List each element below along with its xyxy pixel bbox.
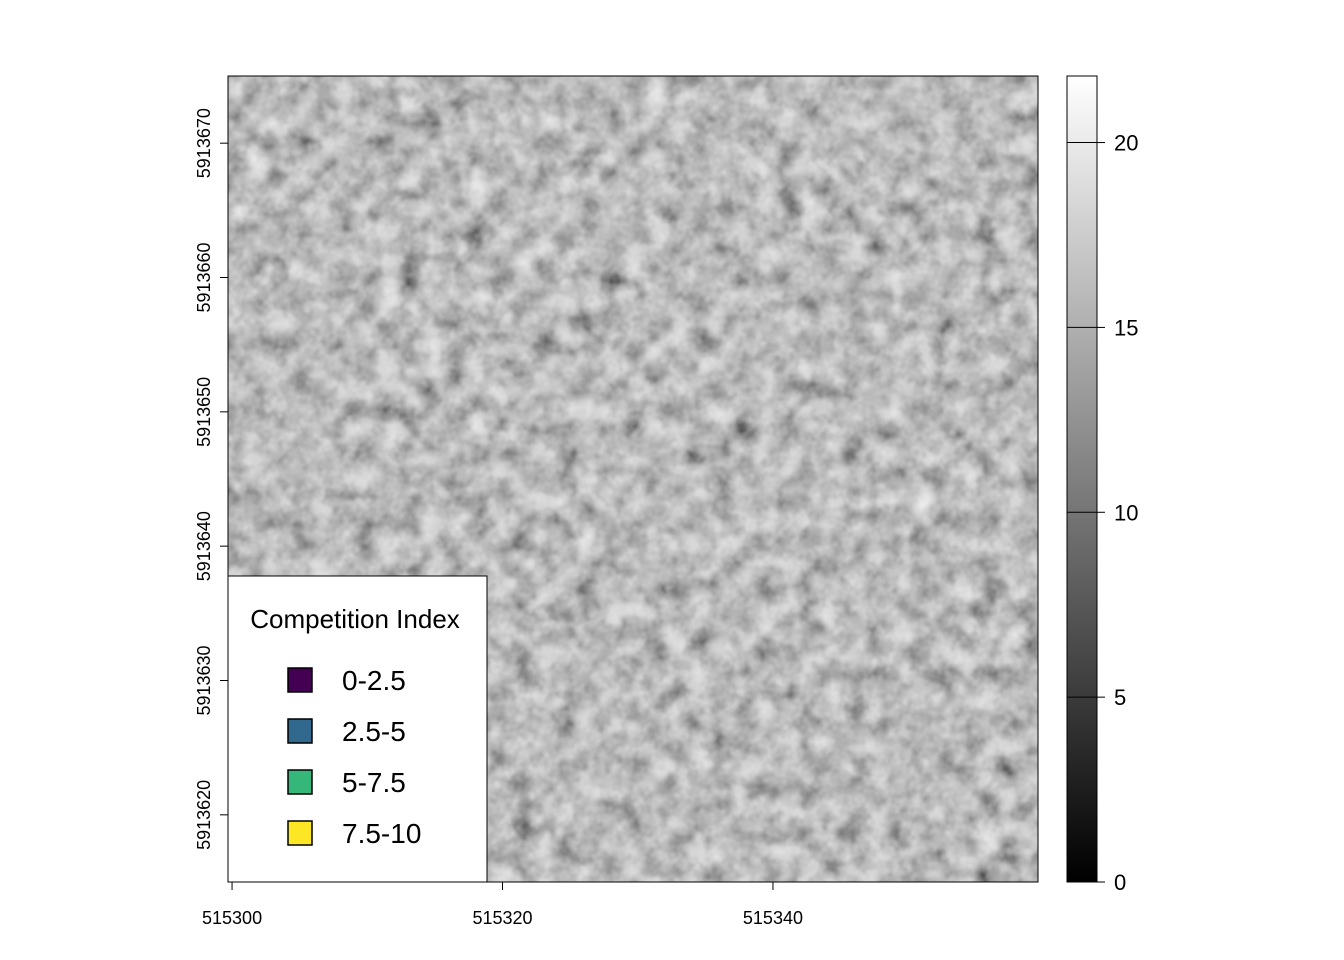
colorbar-tick-label: 0: [1114, 870, 1126, 895]
colorbar-ticks: 0 5 10 15 20: [1067, 131, 1138, 895]
y-tick-label: 5913620: [194, 780, 214, 850]
colorbar-tick-label: 20: [1114, 131, 1138, 156]
legend-label: 7.5-10: [342, 818, 421, 849]
colorbar-gradient: [1066, 75, 1098, 883]
plot-frame: [227, 75, 1039, 883]
legend-items: 0-2.5 2.5-5 5-7.5 7.5-10: [287, 665, 421, 849]
legend-swatch: [287, 820, 313, 846]
legend-label: 2.5-5: [342, 716, 406, 747]
x-tick-label: 515340: [743, 908, 803, 928]
x-tick-label: 515300: [202, 908, 262, 928]
y-tick-label: 5913670: [194, 108, 214, 178]
x-tick-label: 515320: [472, 908, 532, 928]
legend-label: 0-2.5: [342, 665, 406, 696]
legend-swatch: [287, 769, 313, 795]
y-axis: 5913620 5913630 5913640 5913650 5913660 59136…: [194, 108, 228, 850]
colorbar: 0 5 10 15 20: [1066, 75, 1138, 895]
y-tick-label: 5913640: [194, 511, 214, 581]
colorbar-tick-label: 15: [1114, 315, 1138, 340]
legend-swatch: [287, 718, 313, 744]
colorbar-tick-label: 10: [1114, 500, 1138, 525]
legend-label: 5-7.5: [342, 767, 406, 798]
legend: Competition Index 0-2.5 2.5-5 5-7.5 7.5-10: [227, 575, 488, 883]
y-tick-label: 5913660: [194, 242, 214, 312]
colorbar-tick-label: 5: [1114, 685, 1126, 710]
legend-swatch: [287, 667, 313, 693]
y-tick-label: 5913650: [194, 377, 214, 447]
x-axis: 515300 515320 515340: [202, 882, 803, 928]
legend-box: [227, 575, 488, 883]
y-tick-label: 5913630: [194, 645, 214, 715]
legend-title: Competition Index: [250, 604, 460, 634]
